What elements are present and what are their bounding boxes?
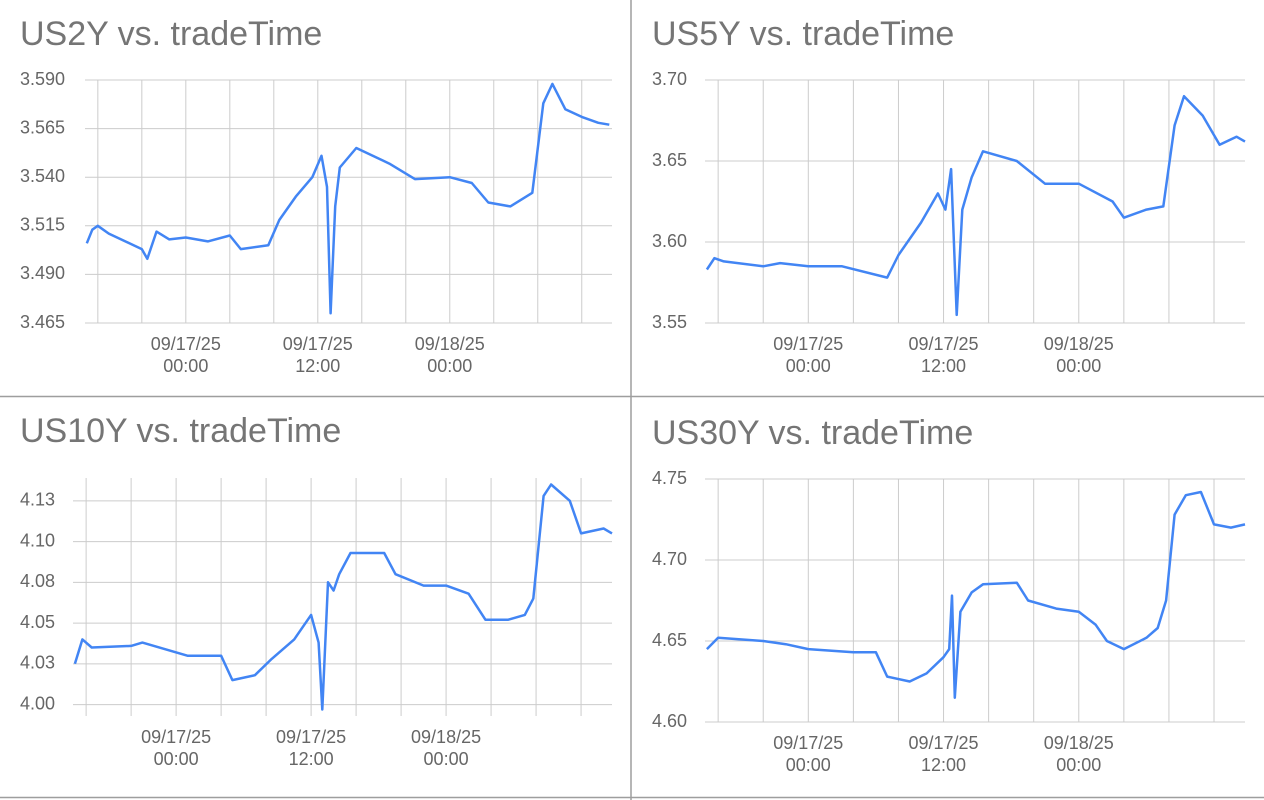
- data-line: [705, 94, 1246, 317]
- y-tick-label: 3.590: [20, 69, 65, 89]
- y-tick-label: 4.05: [20, 612, 55, 632]
- chart-panel: US5Y vs. tradeTime 3.55 3.60 3.65 3.70 09/17/…: [652, 15, 1246, 376]
- chart-title: US5Y vs. tradeTime: [652, 15, 954, 53]
- y-tick-label: 4.10: [20, 530, 55, 550]
- data-line: [85, 82, 610, 315]
- data-line: [706, 490, 1246, 699]
- x-tick-label: 09/17/25 12:00: [276, 727, 346, 769]
- x-tick-label: 09/17/25 00:00: [773, 334, 843, 376]
- chart-panel: US2Y vs. tradeTime 3.465 3.490 3.515 3.540 3.…: [20, 15, 612, 376]
- x-tick-label: 09/17/25 12:00: [909, 334, 979, 376]
- x-tick-label: 09/17/25 00:00: [773, 733, 843, 775]
- data-line: [73, 483, 613, 711]
- y-tick-label: 4.70: [652, 549, 687, 569]
- y-tick-label: 3.70: [652, 69, 687, 89]
- x-tick-label: 09/18/25 00:00: [1044, 334, 1114, 376]
- y-tick-label: 4.13: [20, 490, 55, 510]
- chart-title: US30Y vs. tradeTime: [652, 414, 973, 452]
- y-tick-label: 3.490: [20, 263, 65, 283]
- y-tick-label: 4.75: [652, 468, 687, 488]
- y-tick-label: 4.65: [652, 630, 687, 650]
- y-tick-label: 3.540: [20, 166, 65, 186]
- y-tick-label: 3.565: [20, 117, 65, 137]
- x-tick-label: 09/17/25 12:00: [283, 334, 353, 376]
- y-tick-label: 4.08: [20, 571, 55, 591]
- x-tick-label: 09/17/25 00:00: [151, 334, 221, 376]
- y-tick-label: 3.465: [20, 312, 65, 332]
- y-tick-label: 3.55: [652, 312, 687, 332]
- x-tick-label: 09/17/25 00:00: [141, 727, 211, 769]
- chart-panel: US30Y vs. tradeTime 4.60 4.65 4.70 4.75 09/17…: [652, 414, 1246, 775]
- x-tick-label: 09/18/25 00:00: [411, 727, 481, 769]
- x-tick-label: 09/18/25 00:00: [1044, 733, 1114, 775]
- x-tick-label: 09/17/25 12:00: [909, 733, 979, 775]
- chart-title: US2Y vs. tradeTime: [20, 15, 322, 53]
- y-tick-label: 4.03: [20, 653, 55, 673]
- chart-title: US10Y vs. tradeTime: [20, 412, 341, 450]
- y-tick-label: 3.515: [20, 215, 65, 235]
- chart-panel: US10Y vs. tradeTime 4.00 4.03 4.05 4.08 4.10 4…: [20, 412, 613, 769]
- y-tick-label: 4.60: [652, 711, 687, 731]
- y-tick-label: 3.60: [652, 231, 687, 251]
- x-tick-label: 09/18/25 00:00: [415, 334, 485, 376]
- y-tick-label: 4.00: [20, 693, 55, 713]
- y-tick-label: 3.65: [652, 150, 687, 170]
